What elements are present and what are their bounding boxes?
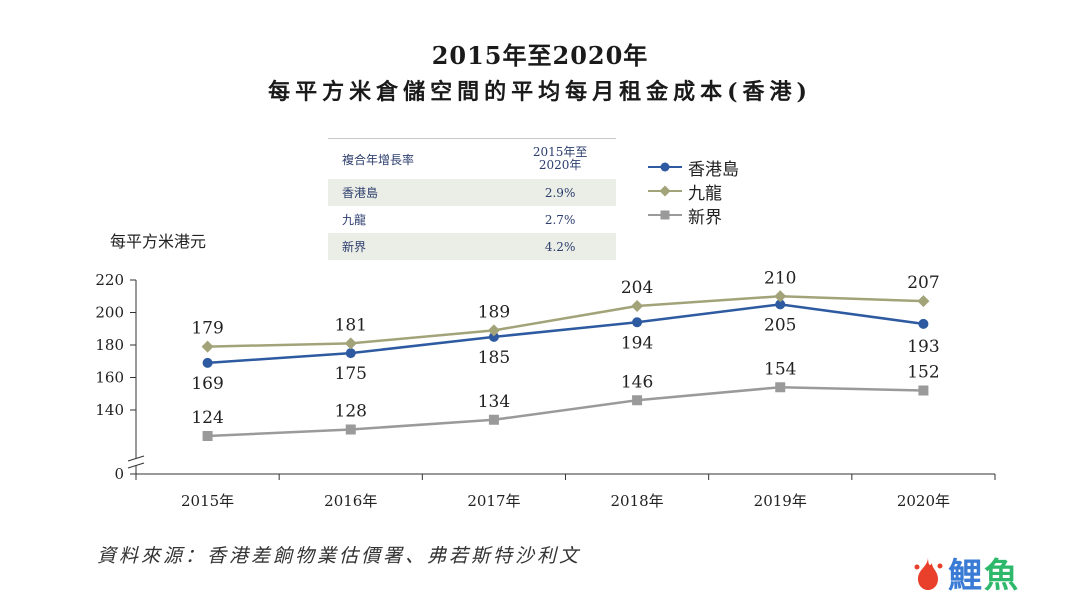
data-point-square	[918, 385, 929, 396]
fire-logo-icon	[914, 556, 943, 590]
axis-break-mark	[127, 462, 145, 469]
data-point-diamond	[631, 300, 644, 312]
legend-item-new-territories: 新界	[648, 203, 739, 228]
legend-label: 九龍	[688, 183, 722, 204]
data-point-diamond	[774, 290, 787, 303]
watermark-char: 魚	[984, 556, 1020, 596]
data-label: 193	[907, 337, 939, 357]
cagr-row-new-territories: 新界 4.2%	[328, 233, 616, 260]
legend-square-marker-icon	[648, 210, 682, 220]
data-label: 154	[764, 359, 796, 379]
data-label: 207	[907, 273, 939, 293]
series-line-0	[207, 303, 924, 365]
y-tick-label: 180	[95, 336, 124, 354]
cagr-header-period-text: 2015年至 2020年	[532, 145, 588, 172]
data-label: 204	[621, 278, 653, 298]
axis-break-mark	[127, 455, 145, 462]
cagr-header-row: 複合年增長率 2015年至 2020年	[328, 138, 616, 179]
data-label: 124	[191, 408, 223, 428]
cagr-row-kowloon: 九龍 2.7%	[328, 206, 616, 233]
x-tick-label: 2016年	[324, 492, 377, 510]
data-point-circle	[918, 318, 929, 329]
y-axis-label: 每平方米港元	[110, 232, 206, 251]
watermark-logo: 鯉魚	[908, 548, 1020, 597]
data-point-circle	[202, 357, 213, 368]
x-tick-label: 2019年	[754, 492, 807, 510]
data-label: 175	[335, 364, 367, 384]
cagr-region-label: 新界	[328, 233, 505, 260]
legend-diamond-marker-icon	[648, 185, 682, 197]
chart-title-line2: 每平方米倉儲空間的平均每月租金成本(香港)	[268, 79, 812, 105]
y-tick-label: 200	[95, 304, 124, 322]
data-label: 179	[191, 319, 223, 339]
data-point-square	[345, 424, 356, 435]
data-point-diamond	[201, 340, 214, 353]
data-label: 185	[478, 348, 510, 368]
data-label: 169	[191, 374, 223, 394]
data-point-square	[488, 414, 499, 425]
x-tick-label: 2017年	[467, 492, 520, 510]
chart-legend: 香港島 九龍 新界	[648, 155, 739, 228]
cagr-rate-value: 4.2%	[504, 233, 616, 260]
data-label: 205	[764, 315, 796, 335]
cagr-row-hk-island: 香港島 2.9%	[328, 179, 616, 206]
legend-label: 新界	[688, 207, 722, 228]
legend-circle-marker-icon	[648, 162, 682, 172]
data-label: 181	[335, 315, 367, 335]
data-label: 128	[335, 402, 367, 422]
data-label: 210	[764, 268, 796, 288]
x-tick-label: 2015年	[181, 492, 234, 510]
data-point-diamond	[344, 337, 357, 350]
y-tick-label: 220	[95, 271, 124, 289]
data-point-diamond	[917, 295, 930, 308]
data-point-circle	[488, 331, 499, 342]
data-point-diamond	[487, 324, 500, 337]
series-line-1	[207, 294, 924, 348]
y-tick-label: 140	[95, 401, 124, 419]
data-point-circle	[345, 348, 356, 359]
data-point-square	[775, 382, 786, 393]
series-line-2	[207, 385, 924, 438]
data-label: 152	[907, 363, 939, 383]
data-label: 134	[478, 392, 510, 412]
legend-item-hk-island: 香港島	[648, 155, 739, 180]
y-tick-label: 0	[114, 465, 124, 483]
y-tick-label: 160	[95, 369, 124, 387]
watermark-char: 鯉	[948, 556, 984, 596]
legend-label: 香港島	[688, 159, 739, 180]
cagr-rate-value: 2.9%	[504, 179, 616, 206]
cagr-rate-value: 2.7%	[544, 212, 576, 227]
x-tick-label: 2020年	[897, 492, 950, 510]
data-label: 189	[478, 302, 510, 322]
cagr-region-label: 九龍	[342, 213, 367, 227]
chart-title-line1: 2015年至2020年	[431, 41, 649, 70]
cagr-header-period: 2015年至 2020年	[504, 138, 616, 179]
data-point-circle	[775, 299, 786, 310]
watermark-text: 鯉魚	[948, 548, 1020, 597]
cagr-header-label: 複合年增長率	[328, 138, 505, 179]
cagr-table: 複合年增長率 2015年至 2020年 香港島 2.9% 九龍 2.7% 新界 4…	[328, 138, 616, 260]
data-label: 146	[621, 372, 653, 392]
data-label: 194	[621, 333, 653, 353]
data-point-circle	[632, 317, 643, 328]
x-tick-label: 2018年	[610, 492, 663, 510]
legend-item-kowloon: 九龍	[648, 179, 739, 204]
source-note: 資料來源：香港差餉物業估價署、弗若斯特沙利文	[97, 545, 582, 567]
cagr-region-label: 香港島	[328, 179, 505, 206]
data-point-square	[202, 431, 213, 441]
data-point-square	[632, 395, 643, 406]
